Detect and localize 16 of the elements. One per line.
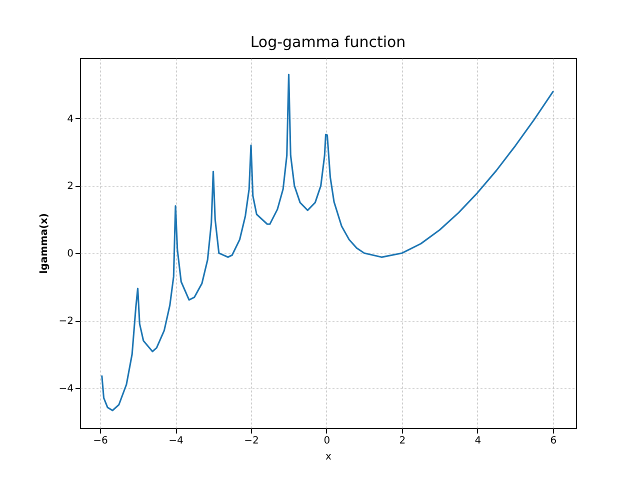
chart-title: Log-gamma function bbox=[250, 33, 406, 51]
x-tick-label: 2 bbox=[399, 436, 406, 446]
x-tick-label: −4 bbox=[168, 436, 184, 446]
y-tick-label: −4 bbox=[58, 383, 74, 394]
y-tick-label: 0 bbox=[67, 248, 74, 260]
x-tick-label: −6 bbox=[93, 436, 108, 446]
y-axis-title: lgamma(x) bbox=[38, 213, 50, 274]
y-tick-label: 4 bbox=[67, 114, 74, 125]
x-tick-label: −2 bbox=[244, 436, 259, 446]
line-series bbox=[101, 74, 554, 412]
y-tick-label: 2 bbox=[67, 181, 74, 192]
x-axis-title: x bbox=[326, 452, 332, 462]
x-tick-label: 0 bbox=[324, 436, 330, 446]
x-tick-label: 6 bbox=[550, 436, 557, 446]
x-tick-label: 4 bbox=[474, 436, 482, 446]
y-tick-label: −2 bbox=[58, 316, 74, 328]
